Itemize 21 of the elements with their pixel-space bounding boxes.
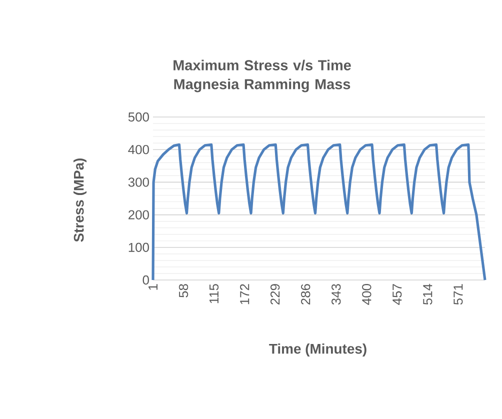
y-tick-label: 0 [142, 275, 149, 285]
y-tick-label: 200 [128, 210, 149, 220]
x-tick-label: 115 [210, 284, 219, 304]
line-series [152, 143, 486, 282]
x-tick-label: 514 [423, 284, 432, 305]
x-tick-label: 1 [148, 284, 158, 290]
x-tick-label: 172 [240, 284, 250, 304]
y-axis-title: Stress (MPa) [74, 158, 86, 242]
y-tick-label: 500 [128, 112, 149, 122]
y-tick-label: 400 [128, 145, 149, 154]
x-axis-title: Time (Minutes) [269, 343, 366, 356]
x-tick-label: 571 [454, 284, 463, 305]
x-tick-label: 400 [362, 284, 372, 305]
x-tick-label: 343 [332, 284, 341, 305]
x-tick-label: 229 [270, 284, 280, 304]
x-tick-label: 457 [392, 284, 402, 305]
x-tick-label: 58 [178, 284, 188, 298]
chart-title: Maximum Stress v/s Time Magnesia Ramming Mass [174, 60, 351, 92]
x-tick-label: 286 [301, 284, 310, 304]
y-tick-label: 300 [128, 178, 149, 187]
y-tick-label: 100 [128, 242, 149, 252]
